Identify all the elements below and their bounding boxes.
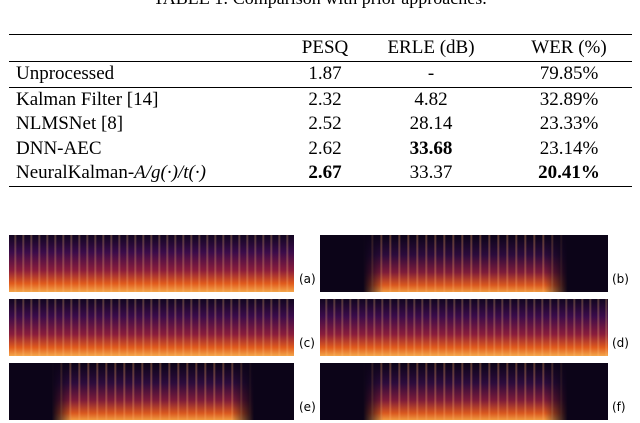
spectrogram-d: (d) xyxy=(320,299,636,359)
pesq-value: 2.67 xyxy=(308,162,342,184)
erle-value: 4.82 xyxy=(414,88,448,110)
table-row: Unprocessed 1.87 - 79.85% xyxy=(9,62,632,87)
erle-value: - xyxy=(427,63,435,85)
spectrogram-image xyxy=(320,235,608,292)
spectrogram-label: (e) xyxy=(299,400,316,414)
spectrogram-label: (c) xyxy=(299,336,315,350)
pesq-value: 2.32 xyxy=(308,88,342,110)
wer-value: 23.14% xyxy=(539,137,599,159)
header-pesq: PESQ xyxy=(301,37,349,58)
table-row: DNN-AEC 2.62 33.68 23.14% xyxy=(9,137,632,162)
header-erle: ERLE (dB) xyxy=(387,37,475,58)
spectrogram-image xyxy=(9,363,294,420)
spectrogram-e: (e) xyxy=(9,363,319,423)
pesq-value: 1.87 xyxy=(308,63,342,85)
erle-value: 28.14 xyxy=(409,113,453,135)
spectrogram-label: (d) xyxy=(612,336,629,350)
header-wer: WER (%) xyxy=(531,37,607,58)
wer-value: 20.41% xyxy=(538,162,600,184)
header-method xyxy=(9,35,294,62)
method-name: NeuralKalman-A/g(·)/t(·) xyxy=(9,161,294,186)
spectrogram-f: (f) xyxy=(320,363,636,423)
table-row: NLMSNet [8] 2.52 28.14 23.33% xyxy=(9,112,632,137)
table-header-row: PESQ ERLE (dB) WER (%) xyxy=(9,34,632,62)
pesq-value: 2.52 xyxy=(308,113,342,135)
spectrogram-c: (c) xyxy=(9,299,319,359)
spectrogram-image xyxy=(320,299,608,356)
method-name: Kalman Filter [14] xyxy=(16,88,159,110)
wer-value: 32.89% xyxy=(539,88,599,110)
table-caption: TABLE 1: Comparison with prior approache… xyxy=(0,0,640,9)
spectrogram-image xyxy=(9,235,294,292)
method-prefix: NeuralKalman- xyxy=(16,162,135,184)
spectrogram-image xyxy=(9,299,294,356)
erle-value: 33.68 xyxy=(409,137,453,159)
results-table: PESQ ERLE (dB) WER (%) Unprocessed 1.87 … xyxy=(9,34,632,187)
erle-value: 33.37 xyxy=(409,162,453,184)
pesq-value: 2.62 xyxy=(308,137,342,159)
table-row: Kalman Filter [14] 2.32 4.82 32.89% xyxy=(9,87,632,112)
method-name: Unprocessed xyxy=(16,63,115,85)
method-name: DNN-AEC xyxy=(16,137,102,159)
spectrogram-label: (b) xyxy=(612,272,629,286)
spectrogram-label: (a) xyxy=(299,272,316,286)
spectrogram-label: (f) xyxy=(612,400,626,414)
spectrogram-image xyxy=(320,363,608,420)
spectrogram-b: (b) xyxy=(320,235,636,295)
wer-value: 23.33% xyxy=(539,113,599,135)
spectrogram-a: (a) xyxy=(9,235,319,295)
wer-value: 79.85% xyxy=(539,63,599,85)
table-row: NeuralKalman-A/g(·)/t(·) 2.67 33.37 20.4… xyxy=(9,161,632,186)
method-math: A/g(·)/t(·) xyxy=(134,162,206,184)
method-name: NLMSNet [8] xyxy=(16,113,124,135)
